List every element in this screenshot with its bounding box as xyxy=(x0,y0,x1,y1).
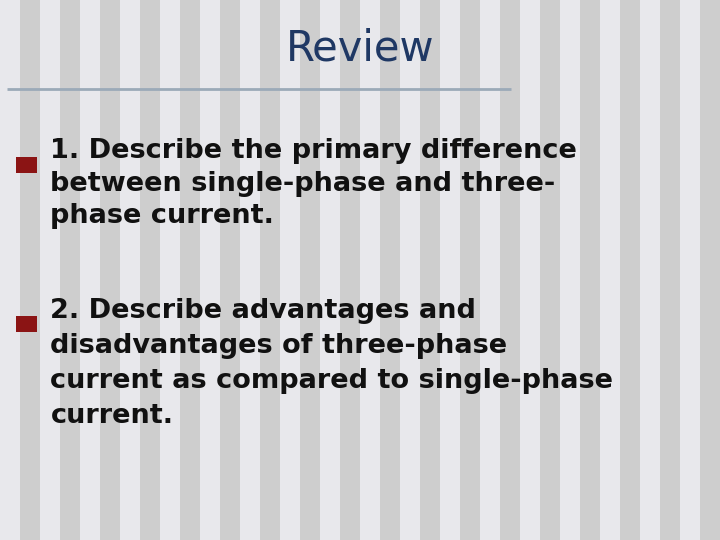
Text: disadvantages of three-phase: disadvantages of three-phase xyxy=(50,333,508,359)
Bar xyxy=(180,0,200,540)
Bar xyxy=(540,0,560,540)
Bar xyxy=(20,0,40,540)
Bar xyxy=(580,0,600,540)
Text: Review: Review xyxy=(286,28,434,70)
Bar xyxy=(660,0,680,540)
Text: current as compared to single-phase: current as compared to single-phase xyxy=(50,368,613,394)
Bar xyxy=(80,0,100,540)
Bar xyxy=(560,0,580,540)
Bar xyxy=(360,0,380,540)
Bar xyxy=(460,0,480,540)
Text: current.: current. xyxy=(50,403,174,429)
Bar xyxy=(140,0,160,540)
Bar xyxy=(100,0,120,540)
Bar xyxy=(200,0,220,540)
Bar xyxy=(0,0,20,540)
Bar xyxy=(600,0,620,540)
Bar xyxy=(220,0,240,540)
Bar xyxy=(300,0,320,540)
Text: between single-phase and three-: between single-phase and three- xyxy=(50,171,556,197)
Bar xyxy=(680,0,700,540)
Bar xyxy=(520,0,540,540)
Bar xyxy=(40,0,60,540)
Bar xyxy=(240,0,260,540)
Bar xyxy=(120,0,140,540)
Bar xyxy=(320,0,340,540)
Bar xyxy=(620,0,640,540)
Text: 2. Describe advantages and: 2. Describe advantages and xyxy=(50,298,476,323)
Bar xyxy=(480,0,500,540)
Bar xyxy=(16,157,37,173)
Text: 1. Describe the primary difference: 1. Describe the primary difference xyxy=(50,138,577,164)
Bar xyxy=(500,0,520,540)
Bar xyxy=(700,0,720,540)
Bar xyxy=(340,0,360,540)
Bar xyxy=(400,0,420,540)
Bar xyxy=(16,316,37,332)
Bar xyxy=(440,0,460,540)
Bar xyxy=(60,0,80,540)
Bar xyxy=(160,0,180,540)
Text: phase current.: phase current. xyxy=(50,203,274,229)
Bar xyxy=(420,0,440,540)
Bar xyxy=(380,0,400,540)
Bar xyxy=(640,0,660,540)
Bar xyxy=(280,0,300,540)
Bar xyxy=(260,0,280,540)
